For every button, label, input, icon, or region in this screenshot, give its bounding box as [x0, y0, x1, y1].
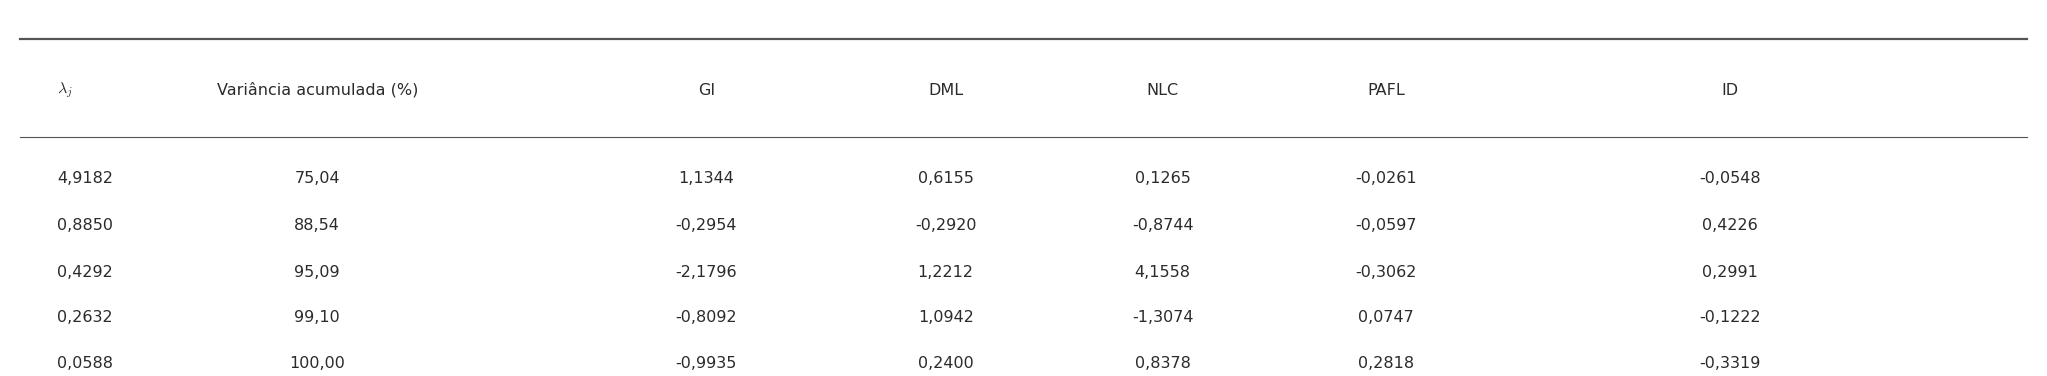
- Text: 0,8378: 0,8378: [1134, 356, 1191, 371]
- Text: $\lambda_j$: $\lambda_j$: [57, 80, 74, 100]
- Text: 100,00: 100,00: [289, 356, 346, 371]
- Text: GI: GI: [698, 83, 714, 98]
- Text: Variância acumulada (%): Variância acumulada (%): [217, 82, 418, 98]
- Text: -1,3074: -1,3074: [1132, 310, 1193, 325]
- Text: 0,2632: 0,2632: [57, 310, 113, 325]
- Text: -0,9935: -0,9935: [676, 356, 737, 371]
- Text: -0,3062: -0,3062: [1355, 265, 1417, 280]
- Text: 4,1558: 4,1558: [1134, 265, 1191, 280]
- Text: 0,2400: 0,2400: [917, 356, 974, 371]
- Text: 0,2818: 0,2818: [1357, 356, 1414, 371]
- Text: -0,8092: -0,8092: [676, 310, 737, 325]
- Text: -2,1796: -2,1796: [676, 265, 737, 280]
- Text: DML: DML: [927, 83, 964, 98]
- Text: 88,54: 88,54: [295, 218, 340, 233]
- Text: 1,2212: 1,2212: [917, 265, 974, 280]
- Text: -0,0597: -0,0597: [1355, 218, 1417, 233]
- Text: -0,2954: -0,2954: [676, 218, 737, 233]
- Text: 1,0942: 1,0942: [917, 310, 974, 325]
- Text: 95,09: 95,09: [295, 265, 340, 280]
- Text: -0,2920: -0,2920: [915, 218, 976, 233]
- Text: ID: ID: [1722, 83, 1738, 98]
- Text: PAFL: PAFL: [1367, 83, 1404, 98]
- Text: 0,8850: 0,8850: [57, 218, 113, 233]
- Text: NLC: NLC: [1146, 83, 1179, 98]
- Text: -0,0261: -0,0261: [1355, 171, 1417, 186]
- Text: 0,6155: 0,6155: [917, 171, 974, 186]
- Text: 0,4226: 0,4226: [1701, 218, 1758, 233]
- Text: 0,2991: 0,2991: [1701, 265, 1758, 280]
- Text: -0,0548: -0,0548: [1699, 171, 1760, 186]
- Text: 0,1265: 0,1265: [1134, 171, 1191, 186]
- Text: -0,3319: -0,3319: [1699, 356, 1760, 371]
- Text: 1,1344: 1,1344: [678, 171, 735, 186]
- Text: 0,4292: 0,4292: [57, 265, 113, 280]
- Text: -0,1222: -0,1222: [1699, 310, 1760, 325]
- Text: 0,0588: 0,0588: [57, 356, 113, 371]
- Text: 4,9182: 4,9182: [57, 171, 113, 186]
- Text: 0,0747: 0,0747: [1357, 310, 1414, 325]
- Text: 75,04: 75,04: [295, 171, 340, 186]
- Text: -0,8744: -0,8744: [1132, 218, 1193, 233]
- Text: 99,10: 99,10: [295, 310, 340, 325]
